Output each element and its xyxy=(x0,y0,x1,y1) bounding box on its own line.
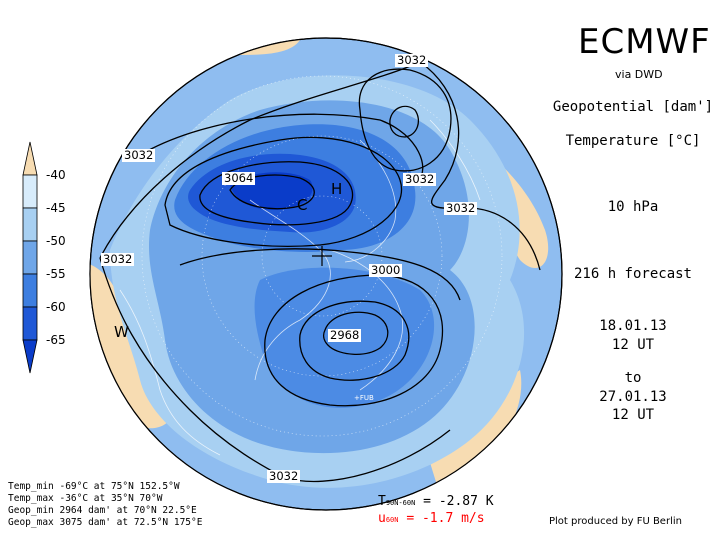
valid-date: 27.01.13 xyxy=(599,389,667,405)
geopotential-contour xyxy=(179,248,461,301)
to-label: to xyxy=(624,370,642,386)
zonal-wind-mean: u60N = -1.7 m/s xyxy=(378,511,485,526)
colorbar-tip-top xyxy=(22,141,38,176)
geopotential-contour xyxy=(164,136,403,247)
colorbar xyxy=(22,141,38,374)
geopotential-contour xyxy=(99,61,421,259)
contour-label: 3032 xyxy=(403,172,437,186)
contour-label: 3032 xyxy=(122,148,156,162)
u-value: = -1.7 m/s xyxy=(406,511,485,526)
geopotential-contour xyxy=(389,105,419,138)
map-border xyxy=(89,37,563,511)
geopotential-contour xyxy=(99,257,451,483)
init-date: 18.01.13 xyxy=(599,318,667,334)
colorbar-label: -40 xyxy=(46,168,66,182)
warm-marker: W xyxy=(114,323,129,341)
stat-temp-max: Temp_max -36°C at 35°N 70°W xyxy=(8,493,163,504)
contour-label: 3032 xyxy=(267,469,301,483)
geopotential-contour xyxy=(229,174,315,210)
stat-geop-min: Geop_min 2964 dam' at 70°N 22.5°E xyxy=(8,505,197,516)
stat-temp-min: Temp_min -69°C at 75°N 152.5°W xyxy=(8,481,180,492)
station-marker: +FUB xyxy=(354,394,374,402)
colorbar-label: -60 xyxy=(46,300,66,314)
credit-label: Plot produced by FU Berlin xyxy=(549,516,682,527)
stat-geop-max: Geop_max 3075 dam' at 72.5°N 175°E xyxy=(8,517,203,528)
geopotential-contour xyxy=(139,113,424,181)
t-subscript: 90N-60N xyxy=(385,499,416,507)
contour-label: 3032 xyxy=(395,53,429,67)
colorbar-segment xyxy=(22,240,38,275)
temperature-mean: T90N-60N = -2.87 K xyxy=(378,494,494,509)
contour-label: 3064 xyxy=(222,171,256,185)
high-marker: H xyxy=(331,180,343,198)
colorbar-segment xyxy=(22,207,38,242)
field-label: Geopotential [dam'] xyxy=(552,99,714,115)
coastline xyxy=(429,119,481,201)
coastline xyxy=(119,289,221,456)
t-value: = -2.87 K xyxy=(423,494,494,509)
geopotential-contour xyxy=(323,311,389,355)
valid-time: 12 UT xyxy=(611,407,655,423)
colorbar-label: -50 xyxy=(46,234,66,248)
geopotential-contour xyxy=(199,161,354,226)
cold-marker: C xyxy=(297,196,308,214)
colorbar-segment xyxy=(22,273,38,308)
geopotential-contour xyxy=(419,61,541,271)
t-symbol: T xyxy=(378,494,386,509)
colorbar-segment xyxy=(22,174,38,209)
level-label: 10 hPa xyxy=(607,199,659,215)
contour-label: 2968 xyxy=(328,328,362,342)
contour-label: 3032 xyxy=(101,252,135,266)
colorbar-label: -55 xyxy=(46,267,66,281)
geopotential-contour xyxy=(264,274,444,407)
coastline xyxy=(249,199,331,381)
colorbar-tip-bottom xyxy=(22,339,38,374)
contour-label: 3032 xyxy=(444,201,478,215)
colorbar-label: -65 xyxy=(46,333,66,347)
u-symbol: u xyxy=(378,511,386,526)
geopotential-contour xyxy=(299,300,410,381)
forecast-label: 216 h forecast xyxy=(573,266,692,282)
colorbar-segment xyxy=(22,306,38,341)
latitude-circle xyxy=(201,135,443,377)
colorbar-label: -45 xyxy=(46,201,66,215)
brand-title: ECMWF xyxy=(578,22,711,62)
geopotential-contour xyxy=(358,68,452,172)
init-time: 12 UT xyxy=(611,337,655,353)
contour-label: 3000 xyxy=(369,263,403,277)
coastline xyxy=(329,249,403,391)
u-subscript: 60N xyxy=(385,516,399,524)
field-label: Temperature [°C] xyxy=(565,133,701,149)
source-label: via DWD xyxy=(615,68,663,81)
